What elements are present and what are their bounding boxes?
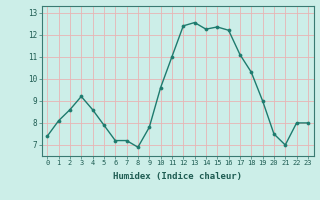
X-axis label: Humidex (Indice chaleur): Humidex (Indice chaleur) <box>113 172 242 181</box>
